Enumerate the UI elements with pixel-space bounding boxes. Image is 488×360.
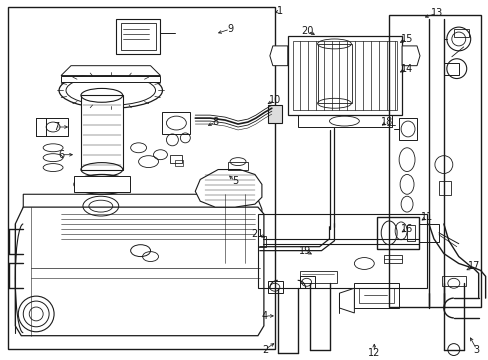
Bar	[121, 23, 155, 50]
Text: 18: 18	[380, 117, 392, 127]
Text: 11: 11	[420, 212, 432, 222]
Text: 5: 5	[231, 176, 238, 186]
Text: 13: 13	[430, 8, 442, 18]
Bar	[317, 44, 352, 103]
Text: 8: 8	[212, 117, 218, 127]
Text: 12: 12	[367, 347, 380, 357]
Bar	[376, 217, 418, 249]
Polygon shape	[61, 76, 160, 82]
Bar	[81, 95, 122, 170]
Bar	[175, 159, 183, 166]
Bar	[227, 162, 247, 170]
Bar	[398, 118, 416, 140]
Bar	[418, 224, 438, 242]
Bar	[359, 288, 393, 303]
Bar	[8, 7, 274, 348]
Bar	[354, 283, 398, 308]
Text: 1: 1	[276, 6, 282, 16]
Bar	[257, 236, 265, 247]
Text: 15: 15	[400, 34, 412, 44]
Polygon shape	[401, 46, 419, 66]
Text: 19: 19	[298, 246, 310, 256]
Bar	[438, 181, 450, 195]
Text: 3: 3	[473, 345, 479, 355]
Bar	[46, 118, 68, 136]
Text: 17: 17	[467, 261, 479, 271]
Polygon shape	[269, 46, 287, 66]
Bar	[441, 276, 465, 286]
Polygon shape	[23, 194, 262, 269]
Text: 7: 7	[53, 122, 59, 132]
Bar	[406, 225, 414, 241]
Bar	[162, 112, 190, 134]
Bar	[299, 271, 337, 283]
Text: 10: 10	[268, 95, 281, 105]
Text: 14: 14	[400, 64, 412, 74]
Text: 20: 20	[301, 26, 313, 36]
Bar	[388, 15, 480, 307]
Bar	[287, 36, 401, 115]
Bar	[299, 276, 314, 288]
Polygon shape	[61, 66, 160, 76]
Text: 4: 4	[261, 311, 267, 321]
Polygon shape	[15, 207, 264, 336]
Bar	[116, 19, 160, 54]
Text: 21: 21	[251, 229, 264, 239]
Text: 6: 6	[58, 150, 64, 160]
Bar	[257, 214, 426, 288]
Text: 16: 16	[400, 224, 412, 234]
Bar	[453, 29, 468, 37]
Text: 2: 2	[261, 345, 267, 355]
Bar	[292, 41, 396, 110]
Bar	[267, 105, 281, 123]
Bar	[170, 155, 182, 163]
Bar	[384, 255, 401, 262]
Bar	[297, 115, 391, 127]
Polygon shape	[339, 288, 354, 313]
Bar	[267, 281, 282, 293]
Polygon shape	[195, 170, 262, 207]
Bar	[74, 176, 129, 192]
Text: 9: 9	[226, 24, 233, 34]
Bar	[443, 63, 458, 75]
